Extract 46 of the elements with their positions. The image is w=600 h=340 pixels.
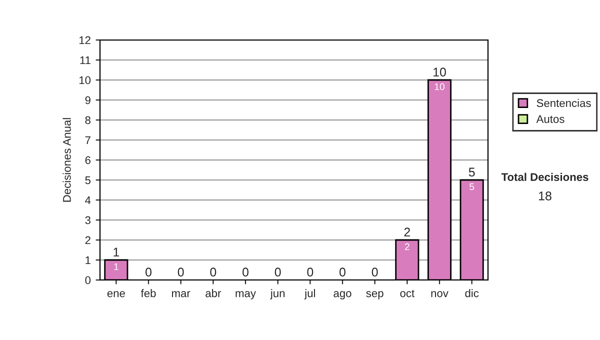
total-label: 0 xyxy=(274,268,281,277)
total-label: 0 xyxy=(340,268,346,277)
legend-label: Autos xyxy=(536,115,564,123)
total-label: 2 xyxy=(404,228,410,236)
y-axis-title: Decisiones Anual xyxy=(62,118,71,202)
y-tick-label: 0 xyxy=(85,276,91,284)
y-tick-label: 2 xyxy=(85,236,90,244)
x-tick-label: may xyxy=(236,291,256,300)
data-label: 10 xyxy=(434,83,445,90)
y-tick-label: 4 xyxy=(85,196,91,204)
x-tick-label: jul xyxy=(304,289,315,300)
y-tick-label: 3 xyxy=(85,216,90,224)
x-tick-label: feb xyxy=(140,289,156,298)
text: 18 xyxy=(539,192,552,200)
x-tick-label: sep xyxy=(366,291,384,300)
total-label: 0 xyxy=(372,268,378,277)
data-label: 5 xyxy=(470,183,474,190)
total-label: 10 xyxy=(434,68,446,77)
x-tick-label: nov xyxy=(431,291,448,298)
y-tick-label: 9 xyxy=(85,96,90,104)
y-tick-label: 12 xyxy=(79,36,90,44)
total-label: 1 xyxy=(114,248,120,256)
total-label: 0 xyxy=(210,268,216,277)
x-tick-label: ago xyxy=(334,291,352,300)
total-label: 5 xyxy=(468,168,475,177)
x-tick-label: mar xyxy=(172,291,190,298)
y-tick-label: 7 xyxy=(85,136,90,144)
legend-label: Sentencias xyxy=(536,98,591,108)
y-tick-label: 5 xyxy=(85,176,91,184)
y-tick-label: 1 xyxy=(86,256,90,264)
x-tick-label: jun xyxy=(270,289,285,300)
x-tick-label: ene xyxy=(107,291,125,298)
total-label: 0 xyxy=(307,268,314,277)
total-label: 0 xyxy=(146,268,152,277)
total-label: 0 xyxy=(242,268,248,277)
x-tick-label: oct xyxy=(400,290,414,298)
data-label: 2 xyxy=(404,243,410,250)
x-tick-label: abr xyxy=(206,289,222,298)
y-tick-label: 6 xyxy=(85,156,90,164)
text: Total Decisiones xyxy=(501,172,588,181)
total-label: 0 xyxy=(178,268,184,277)
y-tick-label: 11 xyxy=(80,56,90,64)
y-tick-label: 10 xyxy=(79,76,91,84)
x-tick-label: dic xyxy=(465,289,479,298)
data-label: 1 xyxy=(114,263,118,270)
y-tick-label: 8 xyxy=(85,116,90,124)
